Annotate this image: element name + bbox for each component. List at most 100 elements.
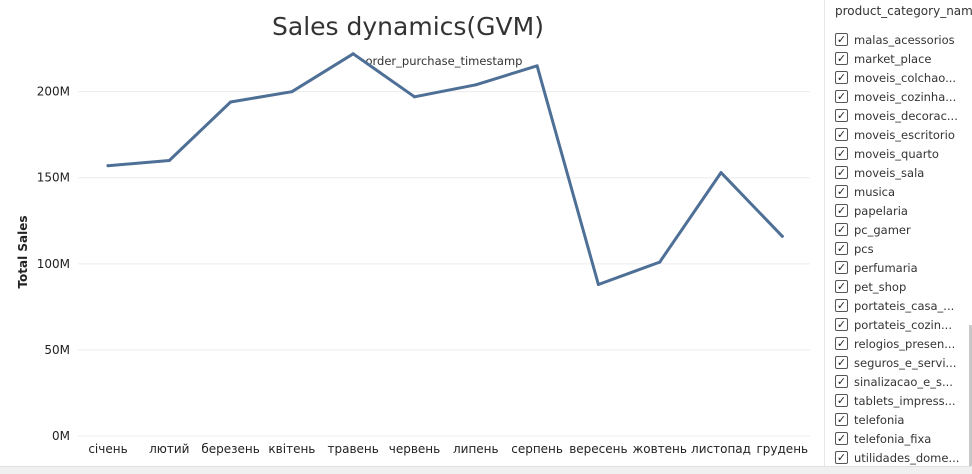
filter-item[interactable]: ✓ perfumaria xyxy=(835,258,965,277)
filter-item[interactable]: ✓ malas_acessorios xyxy=(835,30,965,49)
x-tick-label: липень xyxy=(453,442,499,456)
y-tick-label: 50M xyxy=(44,343,70,357)
filter-item-label: pet_shop xyxy=(854,279,907,294)
chart-area: Sales dynamics(GVM) order_purchase_timest… xyxy=(16,12,810,456)
data-point xyxy=(167,159,171,163)
data-point xyxy=(290,90,294,94)
filter-item[interactable]: ✓ pc_gamer xyxy=(835,220,965,239)
filter-item[interactable]: ✓ moveis_colchao... xyxy=(835,68,965,87)
filter-item-label: telefonia_fixa xyxy=(854,431,932,446)
filter-item-label: pc_gamer xyxy=(854,222,911,237)
x-tick-label: жовтень xyxy=(632,442,687,456)
x-tick-label: травень xyxy=(328,442,379,456)
chart-subtitle: order_purchase_timestamp xyxy=(366,54,523,68)
x-tick-label: вересень xyxy=(569,442,627,456)
filter-item[interactable]: ✓ market_place xyxy=(835,49,965,68)
filter-item[interactable]: ✓ moveis_escritorio xyxy=(835,125,965,144)
filter-item-label: sinalizacao_e_s... xyxy=(854,374,953,389)
checkbox[interactable]: ✓ xyxy=(835,261,848,274)
chart-title: Sales dynamics(GVM) xyxy=(272,12,544,41)
filter-item-label: moveis_sala xyxy=(854,165,925,180)
filter-item[interactable]: ✓ utilidades_dome... xyxy=(835,448,965,467)
filter-item[interactable]: ✓ pet_shop xyxy=(835,277,965,296)
filter-item-label: portateis_casa_... xyxy=(854,298,955,313)
checkbox[interactable]: ✓ xyxy=(835,242,848,255)
filter-item-label: malas_acessorios xyxy=(854,32,955,47)
checkbox[interactable]: ✓ xyxy=(835,90,848,103)
filter-item-label: seguros_e_servi... xyxy=(854,355,957,370)
filter-item-label: moveis_quarto xyxy=(854,146,939,161)
checkbox[interactable]: ✓ xyxy=(835,432,848,445)
checkbox[interactable]: ✓ xyxy=(835,318,848,331)
checkbox[interactable]: ✓ xyxy=(835,375,848,388)
y-tick-label: 100M xyxy=(37,257,70,271)
data-point xyxy=(658,260,662,264)
filter-item-label: moveis_cozinha... xyxy=(854,89,957,104)
checkbox[interactable]: ✓ xyxy=(835,109,848,122)
checkbox[interactable]: ✓ xyxy=(835,147,848,160)
data-point xyxy=(229,100,233,104)
filter-item[interactable]: ✓ moveis_cozinha... xyxy=(835,87,965,106)
filter-item-label: tablets_impress... xyxy=(854,393,956,408)
filter-item[interactable]: ✓ tablets_impress... xyxy=(835,391,965,410)
filter-item-label: papelaria xyxy=(854,203,908,218)
filter-scrollbar[interactable] xyxy=(969,325,972,468)
checkbox[interactable]: ✓ xyxy=(835,52,848,65)
filter-item[interactable]: ✓ portateis_cozin... xyxy=(835,315,965,334)
checkbox[interactable]: ✓ xyxy=(835,71,848,84)
data-point xyxy=(474,83,478,87)
x-tick-label: листопад xyxy=(691,442,751,456)
checkbox[interactable]: ✓ xyxy=(835,451,848,464)
filter-title: product_category_name xyxy=(835,4,972,18)
checkbox[interactable]: ✓ xyxy=(835,413,848,426)
checkbox[interactable]: ✓ xyxy=(835,166,848,179)
checkbox[interactable]: ✓ xyxy=(835,204,848,217)
filter-item[interactable]: ✓ moveis_quarto xyxy=(835,144,965,163)
filter-list: ✓ malas_acessorios ✓ market_place ✓ moveis_co… xyxy=(835,30,965,467)
filter-item[interactable]: ✓ musica xyxy=(835,182,965,201)
checkbox[interactable]: ✓ xyxy=(835,356,848,369)
y-tick-label: 0M xyxy=(52,429,70,443)
checkbox[interactable]: ✓ xyxy=(835,128,848,141)
checkbox[interactable]: ✓ xyxy=(835,337,848,350)
filter-item-label: utilidades_dome... xyxy=(854,450,960,465)
filter-item[interactable]: ✓ sinalizacao_e_s... xyxy=(835,372,965,391)
checkbox[interactable]: ✓ xyxy=(835,394,848,407)
x-tick-label: червень xyxy=(389,442,440,456)
line-chart: Sales dynamics(GVM) order_purchase_timest… xyxy=(16,12,810,456)
filter-item-label: telefonia xyxy=(854,412,905,427)
filter-item[interactable]: ✓ telefonia_fixa xyxy=(835,429,965,448)
filter-item-label: moveis_colchao... xyxy=(854,70,957,85)
y-tick-label: 150M xyxy=(37,171,70,185)
filter-item[interactable]: ✓ seguros_e_servi... xyxy=(835,353,965,372)
x-tick-label: лютий xyxy=(149,442,189,456)
filter-panel: product_category_name ✓ malas_acessorios ✓… xyxy=(824,0,972,468)
filter-item[interactable]: ✓ telefonia xyxy=(835,410,965,429)
filter-item[interactable]: ✓ relogios_presen... xyxy=(835,334,965,353)
filter-item[interactable]: ✓ portateis_casa_... xyxy=(835,296,965,315)
filter-item[interactable]: ✓ papelaria xyxy=(835,201,965,220)
x-tick-label: квітень xyxy=(268,442,315,456)
data-point xyxy=(596,282,600,286)
checkbox[interactable]: ✓ xyxy=(835,33,848,46)
checkbox[interactable]: ✓ xyxy=(835,223,848,236)
filter-item-label: perfumaria xyxy=(854,260,918,275)
checkbox[interactable]: ✓ xyxy=(835,299,848,312)
filter-item[interactable]: ✓ pcs xyxy=(835,239,965,258)
data-point xyxy=(413,95,416,99)
filter-item-label: pcs xyxy=(854,241,874,256)
filter-item-label: moveis_decorac... xyxy=(854,108,958,123)
checkbox[interactable]: ✓ xyxy=(835,280,848,293)
checkbox[interactable]: ✓ xyxy=(835,185,848,198)
x-tick-label: січень xyxy=(88,442,127,456)
data-point xyxy=(106,164,110,168)
filter-item-label: relogios_presen... xyxy=(854,336,956,351)
x-tick-label: серпень xyxy=(511,442,563,456)
filter-item[interactable]: ✓ moveis_decorac... xyxy=(835,106,965,125)
bottom-bar xyxy=(0,466,972,474)
series-line-0 xyxy=(106,52,784,286)
data-point xyxy=(535,64,539,68)
data-point xyxy=(780,234,784,238)
filter-item-label: musica xyxy=(854,184,896,199)
filter-item[interactable]: ✓ moveis_sala xyxy=(835,163,965,182)
